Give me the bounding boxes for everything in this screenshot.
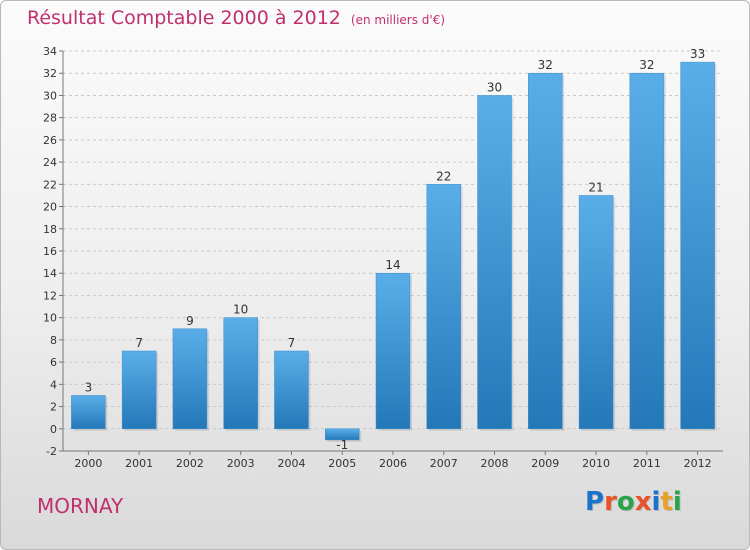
data-label: 21 xyxy=(588,180,603,194)
x-tick-label: 2003 xyxy=(227,457,255,470)
x-tick-label: 2009 xyxy=(531,457,559,470)
data-label: 32 xyxy=(538,58,553,72)
x-tick-label: 2002 xyxy=(176,457,204,470)
y-tick-label: 12 xyxy=(43,289,57,302)
y-tick-label: 26 xyxy=(43,134,57,147)
data-label: 9 xyxy=(186,314,194,328)
y-tick-label: 22 xyxy=(43,178,57,191)
data-label: 7 xyxy=(135,336,143,350)
bar-2011 xyxy=(629,72,665,430)
bar-2009 xyxy=(528,72,563,430)
logo-letter: o xyxy=(616,487,635,517)
x-tick-label: 2001 xyxy=(125,457,153,470)
proxiti-logo[interactable]: Proxiti xyxy=(585,487,682,517)
data-label: 32 xyxy=(639,58,654,72)
y-tick-label: 20 xyxy=(43,201,57,214)
data-label: 22 xyxy=(436,169,451,183)
bar-2006 xyxy=(375,272,411,430)
y-tick-label: 16 xyxy=(43,245,57,258)
data-label: 33 xyxy=(690,47,705,61)
y-tick-label: 24 xyxy=(43,156,57,169)
x-tick-label: 2000 xyxy=(74,457,102,470)
data-label: 14 xyxy=(385,258,400,272)
bar-2012 xyxy=(680,61,715,430)
y-tick-label: 4 xyxy=(50,378,57,391)
logo-letter: t xyxy=(660,487,673,517)
x-tick-label: 2005 xyxy=(328,457,356,470)
commune-name: MORNAY xyxy=(37,494,124,518)
labels: -202468101214161820222426283032342000320… xyxy=(43,45,712,470)
y-tick-label: 2 xyxy=(50,401,57,414)
bar-2004 xyxy=(274,350,309,430)
axes xyxy=(59,50,723,455)
data-label: 10 xyxy=(233,303,248,317)
bar-2003 xyxy=(223,317,258,430)
x-tick-label: 2004 xyxy=(277,457,305,470)
bar-2002 xyxy=(172,328,208,430)
y-tick-label: 8 xyxy=(50,334,57,347)
logo-letter: r xyxy=(604,487,617,517)
data-label: 30 xyxy=(487,80,502,94)
bar-chart: -202468101214161820222426283032342000320… xyxy=(43,45,723,470)
y-tick-label: 0 xyxy=(50,423,57,436)
bar-2000 xyxy=(71,395,106,430)
bars xyxy=(71,61,717,442)
y-tick-label: 28 xyxy=(43,112,57,125)
y-tick-label: 30 xyxy=(43,89,57,102)
y-tick-label: 34 xyxy=(43,45,57,58)
logo-letter: i xyxy=(651,487,661,517)
bar-2010 xyxy=(578,195,614,430)
y-tick-label: 14 xyxy=(43,267,57,280)
x-tick-label: 2008 xyxy=(481,457,509,470)
y-tick-label: 10 xyxy=(43,312,57,325)
data-label: 3 xyxy=(85,380,93,394)
bar-2005 xyxy=(324,428,360,441)
bar-2007 xyxy=(426,184,462,430)
chart-subtitle: (en milliers d'€) xyxy=(350,13,446,27)
y-tick-label: 18 xyxy=(43,223,57,236)
x-tick-label: 2006 xyxy=(379,457,407,470)
bar-2001 xyxy=(121,350,157,430)
y-tick-label: -2 xyxy=(46,445,57,458)
logo-letter: i xyxy=(672,487,682,517)
bar-2008 xyxy=(477,95,512,430)
x-tick-label: 2011 xyxy=(633,457,661,470)
y-tick-label: 32 xyxy=(43,67,57,80)
x-tick-label: 2010 xyxy=(582,457,610,470)
logo-letter: P xyxy=(585,487,605,517)
x-tick-label: 2012 xyxy=(684,457,712,470)
y-tick-label: 6 xyxy=(50,356,57,369)
x-tick-label: 2007 xyxy=(430,457,458,470)
chart-title-text: Résultat Comptable 2000 à 2012 xyxy=(27,7,341,29)
chart-title: Résultat Comptable 2000 à 2012 (en millie… xyxy=(27,7,445,29)
logo-letter: x xyxy=(634,487,652,517)
data-label: 7 xyxy=(288,336,296,350)
data-label: -1 xyxy=(336,438,348,452)
